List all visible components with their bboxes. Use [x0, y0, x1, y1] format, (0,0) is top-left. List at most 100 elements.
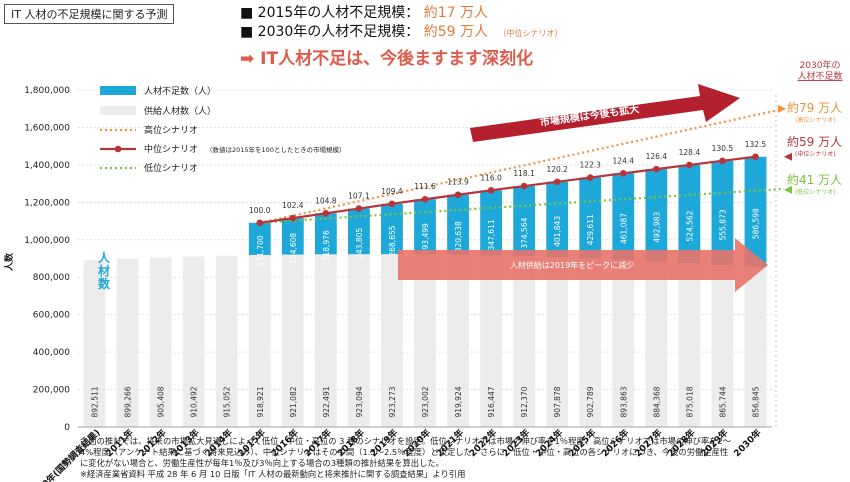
mid-scenario-point	[520, 182, 528, 190]
bar-supply-label: 899,266	[124, 386, 133, 417]
headline-2030-label: ■ 2030年の人材不足規模：	[240, 24, 420, 40]
mid-scenario-point	[388, 200, 396, 208]
mid-index-label: 104.8	[315, 196, 337, 205]
bar-shortage-label: 401,843	[553, 216, 562, 247]
bar-supply-label: 922,491	[322, 386, 331, 417]
mid-scenario-point	[619, 170, 627, 177]
low-note: (低位シナリオ)	[795, 188, 836, 196]
bar-supply	[149, 257, 172, 427]
bar-shortage-label: 524,562	[685, 210, 694, 241]
page-title: IT 人材の不足規模に関する予測	[4, 4, 175, 24]
mid-index-label: 126.4	[646, 152, 668, 161]
bar-shortage	[711, 160, 734, 265]
bar-shortage-label: 555,873	[718, 209, 727, 240]
bar-shortage-label: 492,983	[652, 212, 661, 243]
y-tick-label: 1,800,000	[24, 86, 70, 96]
mid-index-label: 118.1	[513, 169, 535, 178]
bar-shortage	[281, 218, 304, 255]
bar-supply	[215, 255, 238, 427]
y-tick-label: 1,200,000	[24, 198, 70, 208]
bar-shortage	[678, 164, 701, 264]
bar-supply-label: 921,082	[289, 386, 298, 417]
bar-supply-label: 865,744	[718, 386, 727, 417]
bar-supply	[480, 255, 503, 427]
y-tick-label: 1,600,000	[24, 123, 70, 133]
bar-supply-label: 905,408	[157, 386, 166, 417]
mid-index-label: 124.4	[613, 156, 635, 165]
mid-scenario-point	[553, 178, 561, 186]
footnote-line: 4%程度（アンケート結果に基づく将来見込み）、中位シナリオはその中間（1.5～2…	[80, 447, 729, 457]
headline-message: ➡ IT人材不足は、今後ますます深刻化	[240, 49, 534, 69]
high-marker	[778, 104, 786, 113]
footnote-line: に変化がない場合と、労働生産性が毎年1％及び3％向上する場合の3種類の推計結果を…	[80, 458, 444, 468]
legend-swatch-supply	[100, 106, 136, 115]
bar-side-label-char: 人	[98, 250, 111, 265]
bar-supply-label: 923,273	[388, 386, 397, 417]
bar-shortage	[314, 213, 337, 255]
bar-supply	[744, 266, 767, 427]
bar-supply	[347, 254, 370, 427]
bar-supply-label: 916,447	[487, 386, 496, 417]
bar-shortage-label: 586,598	[751, 208, 760, 239]
mid-index-label: 130.5	[712, 144, 734, 153]
bar-supply-label: 923,094	[355, 386, 364, 417]
mid-scenario-point	[719, 157, 726, 165]
footnote: 今回の推計では、将来の市場拡大見通しによって低位・中位・高位の 3 種のシナリオ…	[80, 436, 780, 480]
y-tick-label: 0	[64, 423, 70, 433]
bar-supply	[414, 254, 436, 427]
bar-supply	[546, 257, 569, 427]
headline-2030-value: 約59 万人	[423, 24, 489, 40]
bar-side-label-char: 数	[98, 276, 111, 291]
bar-supply	[579, 257, 602, 427]
mid-scenario-point	[454, 191, 462, 199]
mid-index-label: 113.9	[447, 178, 469, 187]
y-tick-label: 1,400,000	[24, 161, 70, 171]
headline-2030-note: （中位シナリオ）	[498, 29, 563, 38]
y-tick-label: 200,000	[33, 386, 70, 396]
mid-index-label: 100.0	[249, 206, 271, 215]
headline-2015-value: 約17 万人	[423, 5, 489, 21]
legend-label-mid-note: （数値は2015年を100としたときの市場規模）	[206, 145, 345, 154]
high-value: 約79 万人	[787, 100, 842, 115]
y-axis-label: 人数	[3, 252, 15, 272]
mid-index-label: 107.1	[348, 192, 370, 201]
mid-scenario-point	[487, 187, 495, 194]
bar-supply-label: 892,511	[91, 386, 100, 417]
mid-scenario-point	[421, 195, 429, 203]
mid-scenario-point	[586, 174, 594, 181]
right-title-line1: 2030年の	[800, 59, 841, 71]
y-tick-label: 400,000	[33, 348, 70, 358]
supply-decline-arrow	[398, 238, 768, 292]
mid-index-label: 102.4	[282, 201, 304, 210]
bar-supply	[381, 254, 403, 427]
bar-shortage-label: 171,700	[256, 235, 265, 266]
bar-supply-label: 912,370	[520, 386, 529, 417]
bar-shortage	[447, 194, 469, 255]
supply-decline-arrow-label: 人材供給は2019年をピークに減少	[510, 260, 634, 270]
bar-supply	[314, 254, 337, 427]
mid-scenario-point	[686, 161, 693, 169]
legend-swatch-shortage	[100, 86, 136, 95]
low-marker	[784, 185, 792, 194]
bar-shortage	[579, 177, 602, 258]
mid-index-label: 132.5	[745, 140, 767, 149]
bar-supply-label: 910,492	[190, 386, 199, 417]
y-tick-label: 600,000	[33, 311, 70, 321]
bar-shortage-label: 374,564	[520, 217, 529, 248]
bar-shortage-label: 243,805	[355, 228, 364, 259]
bar-supply	[182, 256, 205, 427]
bar-supply-label: 856,845	[751, 386, 760, 417]
mid-index-label: 128.4	[679, 148, 701, 157]
legend-label-supply: 供給人材数（人）	[144, 105, 216, 117]
legend-label-shortage: 人材不足数（人）	[144, 85, 216, 97]
bar-supply	[447, 254, 469, 427]
bar-shortage-label: 268,655	[388, 225, 397, 256]
mid-scenario-point	[256, 219, 264, 227]
line-mid-scenario	[259, 155, 756, 224]
headline-2030: ■ 2030年の人材不足規模： 約59 万人 （中位シナリオ）	[240, 21, 562, 41]
bar-supply	[513, 256, 536, 427]
legend-label-mid: 中位シナリオ	[144, 143, 198, 155]
bar-supply-label: 902,789	[586, 386, 595, 417]
bar-shortage-label: 320,638	[454, 221, 463, 252]
bar-shortage	[480, 190, 503, 256]
